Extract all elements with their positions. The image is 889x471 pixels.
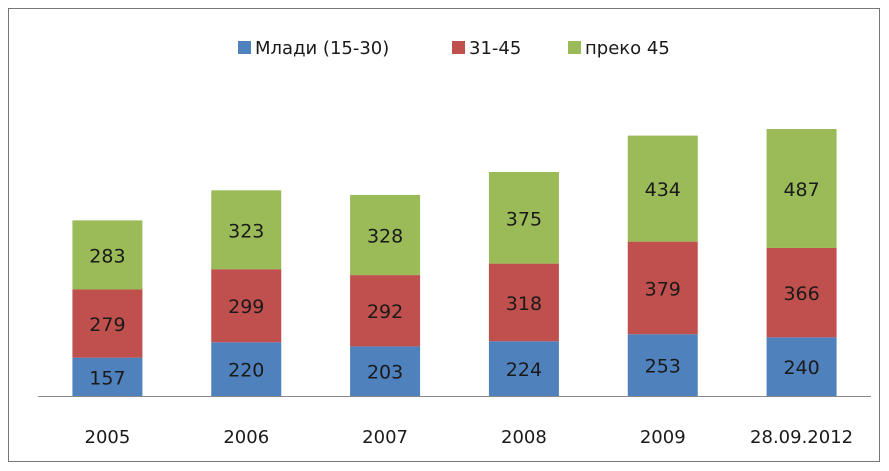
x-tick-label: 2005	[85, 427, 131, 448]
legend-label: преко 45	[585, 38, 670, 59]
data-label: 366	[783, 283, 819, 305]
bar-segment	[488, 171, 559, 264]
bar-segment	[350, 194, 421, 276]
x-tick-label: 2006	[223, 427, 269, 448]
data-label: 203	[367, 362, 403, 384]
data-label: 375	[506, 208, 542, 230]
bar-segment	[488, 341, 559, 396]
bar-segment	[211, 190, 282, 270]
data-label: 224	[506, 359, 542, 381]
x-tick-label: 2008	[501, 427, 547, 448]
x-tick-label: 2007	[362, 427, 408, 448]
bar-segment	[766, 247, 837, 338]
data-label: 253	[645, 356, 681, 378]
bar-segment	[72, 220, 143, 290]
bar-segment	[72, 357, 143, 396]
x-tick-label: 28.09.2012	[750, 427, 853, 448]
legend-label: Млади (15-30)	[255, 38, 389, 59]
data-label: 240	[783, 357, 819, 379]
data-label: 279	[89, 314, 125, 336]
bar-segment	[766, 337, 837, 396]
legend-swatch	[452, 41, 465, 54]
data-label: 157	[89, 367, 125, 389]
bar-segment	[72, 289, 143, 358]
bar-segment	[488, 263, 559, 342]
data-label: 434	[645, 179, 681, 201]
bar-segment	[627, 241, 698, 335]
data-label: 292	[367, 301, 403, 323]
data-label: 283	[89, 245, 125, 267]
bar-segment	[350, 346, 421, 396]
legend-label: 31-45	[469, 38, 521, 59]
bar-segment	[211, 342, 282, 396]
chart-frame	[8, 8, 880, 462]
bar-segment	[350, 275, 421, 347]
data-label: 220	[228, 360, 264, 382]
data-label: 379	[645, 278, 681, 300]
bar-segment	[627, 334, 698, 396]
data-label: 299	[228, 296, 264, 318]
bar-segment	[627, 135, 698, 242]
data-label: 318	[506, 293, 542, 315]
bar-segment	[211, 269, 282, 343]
bar-segment	[766, 129, 837, 248]
x-tick-label: 2009	[640, 427, 686, 448]
legend-swatch	[238, 41, 251, 54]
data-label: 323	[228, 220, 264, 242]
legend-swatch	[568, 41, 581, 54]
data-label: 328	[367, 226, 403, 248]
data-label: 487	[783, 179, 819, 201]
